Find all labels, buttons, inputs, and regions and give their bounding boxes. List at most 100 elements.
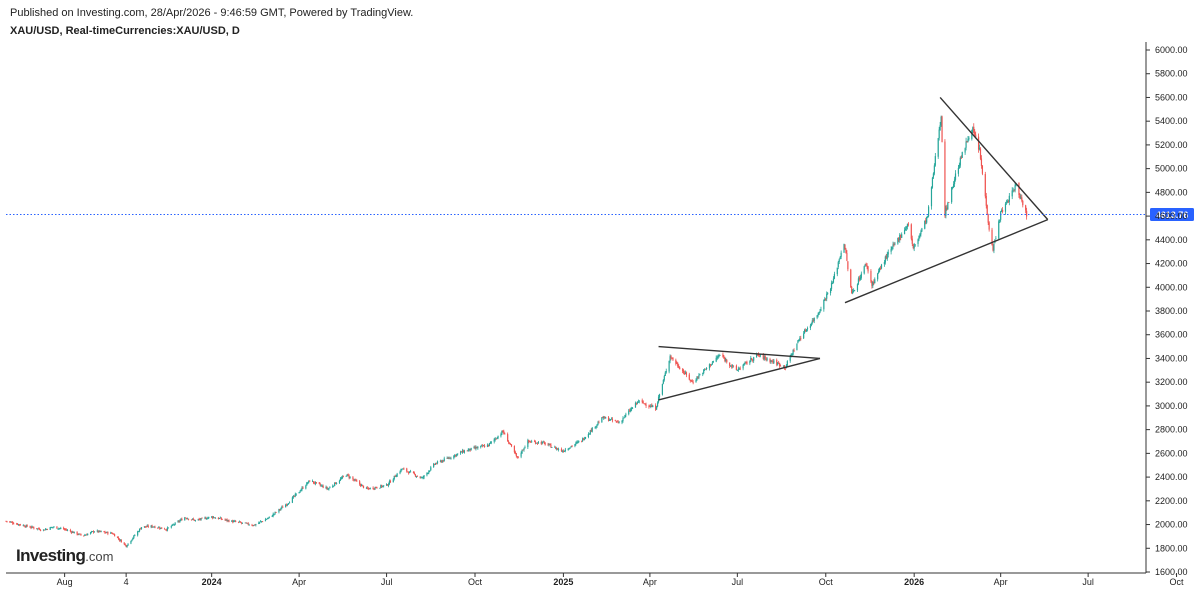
candle	[1012, 187, 1014, 193]
candle-body	[812, 320, 814, 322]
candle-body	[932, 173, 935, 178]
candle-body	[36, 528, 38, 529]
candle	[406, 467, 408, 473]
candle	[589, 429, 591, 436]
candle	[973, 123, 975, 134]
candle-body	[192, 518, 195, 520]
candle	[669, 354, 671, 364]
candle-body	[975, 134, 977, 138]
candle-body	[157, 527, 159, 529]
candle	[537, 441, 540, 444]
candle-body	[254, 524, 256, 526]
candle-body	[1014, 185, 1016, 191]
candle-body	[455, 454, 457, 457]
candle	[898, 237, 900, 243]
candle	[575, 441, 577, 446]
candle-body	[500, 434, 502, 437]
candle-body	[433, 463, 435, 468]
candle-body	[685, 372, 688, 375]
candle	[948, 202, 950, 203]
candle	[1026, 207, 1028, 220]
candle-body	[536, 442, 539, 444]
candle-body	[581, 440, 583, 442]
candle	[894, 241, 896, 246]
candle	[548, 442, 550, 447]
candle	[389, 479, 392, 483]
candle-body	[529, 441, 531, 443]
candle	[715, 355, 717, 363]
candle-body	[199, 519, 201, 520]
candle-body	[725, 359, 727, 361]
candle-body	[92, 531, 95, 533]
candle	[513, 445, 515, 454]
candle	[890, 246, 892, 255]
candle-body	[793, 350, 795, 352]
candle-body	[346, 474, 348, 477]
candle	[719, 354, 721, 356]
candle-body	[864, 264, 866, 267]
candle-body	[622, 418, 624, 421]
candle	[870, 269, 872, 284]
candle	[892, 241, 894, 250]
candle-body	[426, 472, 428, 476]
candle-body	[762, 354, 764, 359]
candle	[786, 360, 788, 367]
candle-body	[395, 476, 397, 478]
candle	[394, 474, 396, 478]
candle	[171, 524, 173, 527]
candle-body	[961, 152, 963, 158]
candle	[428, 470, 430, 475]
candle-body	[335, 482, 337, 484]
candle-body	[360, 484, 362, 486]
candle-body	[542, 441, 544, 443]
candle	[893, 242, 895, 247]
candle	[198, 517, 200, 521]
candle-body	[966, 141, 968, 142]
candle	[851, 285, 853, 294]
candle-body	[307, 482, 309, 484]
candle	[544, 442, 546, 446]
candle	[51, 527, 53, 529]
candle-body	[245, 522, 247, 524]
candle-body	[974, 132, 976, 135]
candle	[529, 440, 531, 443]
candle-body	[806, 327, 809, 330]
candle-body	[569, 447, 571, 449]
candle-body	[104, 531, 106, 533]
candle-body	[383, 485, 385, 487]
candle	[917, 238, 919, 247]
candle	[335, 482, 337, 485]
candle	[205, 516, 207, 520]
candle	[71, 530, 73, 534]
candle	[648, 404, 650, 409]
candle	[738, 367, 740, 370]
y-tick-label: 1800.00	[1155, 543, 1188, 553]
candle-body	[407, 471, 409, 473]
candle-body	[191, 518, 194, 520]
candle	[443, 456, 445, 462]
candle-body	[477, 447, 479, 449]
candle-body	[111, 532, 113, 534]
candle-body	[158, 527, 160, 529]
candle	[730, 364, 733, 369]
candle-body	[264, 519, 267, 522]
candle	[138, 530, 140, 533]
candle-body	[765, 358, 767, 360]
candle	[510, 443, 513, 448]
candle-body	[965, 141, 967, 148]
candle-body	[684, 372, 687, 374]
candle-body	[898, 237, 900, 241]
symbol-title: XAU/USD, Real-timeCurrencies:XAU/USD, D	[10, 25, 240, 37]
candle-body	[722, 354, 724, 357]
candle	[255, 523, 257, 527]
candle-body	[789, 356, 791, 361]
candle	[271, 515, 273, 517]
candle-body	[439, 460, 441, 462]
candle-body	[948, 202, 950, 203]
candle-body	[172, 524, 174, 526]
candle-body	[608, 420, 611, 421]
candle-body	[446, 457, 448, 459]
candle	[446, 456, 448, 459]
candle	[729, 362, 731, 369]
